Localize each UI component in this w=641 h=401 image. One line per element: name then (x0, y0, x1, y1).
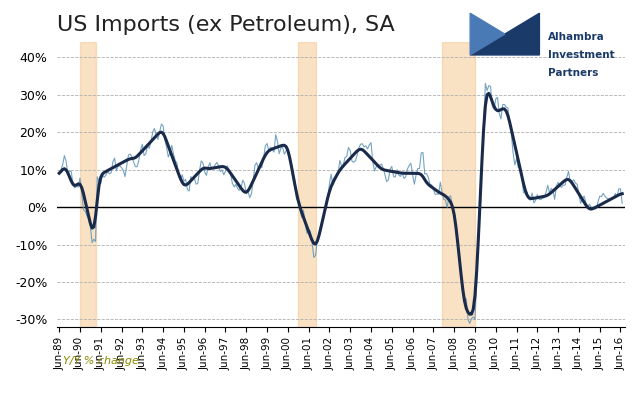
Text: Y/Y % change: Y/Y % change (63, 356, 138, 366)
Text: Partners: Partners (548, 68, 599, 78)
Text: US Imports (ex Petroleum), SA: US Imports (ex Petroleum), SA (57, 15, 395, 35)
Polygon shape (470, 13, 540, 55)
Bar (298, 42, 315, 327)
Bar (442, 42, 475, 327)
Text: Alhambra: Alhambra (548, 32, 605, 42)
Bar (80, 42, 96, 327)
Polygon shape (470, 13, 505, 55)
Text: Investment: Investment (548, 50, 615, 60)
